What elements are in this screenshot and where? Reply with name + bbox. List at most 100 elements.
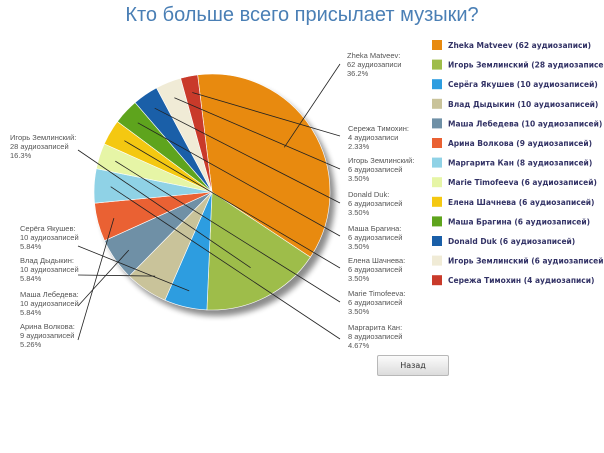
leader-line-slice-13 xyxy=(192,92,341,137)
legend-label: Маша Лебедева (10 аудиозаписей) xyxy=(448,119,602,128)
legend-label: Арина Волкова (9 аудиозаписей) xyxy=(448,139,592,148)
legend-item: Влад Дыдыкин (10 аудиозаписей) xyxy=(432,98,598,109)
legend-swatch xyxy=(432,40,442,50)
legend-swatch xyxy=(432,255,442,266)
callout-line: 3.50% xyxy=(348,242,370,251)
legend-item: Маша Брагина (6 аудиозаписей) xyxy=(432,216,590,227)
legend-label: Donald Duk (6 аудиозаписей) xyxy=(448,237,575,246)
legend-item: Маргарита Кан (8 аудиозаписей) xyxy=(432,157,592,168)
callout-line: 5.84% xyxy=(20,242,42,251)
callout-line: 4.67% xyxy=(348,341,370,350)
callout-line: 36.2% xyxy=(347,69,369,78)
legend-item: Игорь Землинский (28 аудиозаписей) xyxy=(432,59,604,70)
legend-item: Игорь Землинский (6 аудиозаписей) xyxy=(432,255,604,266)
legend-item: Zheka Matveev (62 аудиозаписи) xyxy=(432,40,591,50)
callout-line: Сережа Тимохин: xyxy=(348,124,409,133)
legend-item: Маша Лебедева (10 аудиозаписей) xyxy=(432,118,602,129)
callout-line: Игорь Землинский: xyxy=(348,156,414,165)
callout-line: Zheka Matveev: xyxy=(347,51,400,60)
leader-line-slice-11 xyxy=(154,107,341,204)
callout-line: Маша Брагина: xyxy=(348,224,401,233)
leader-line-slice-4 xyxy=(77,274,156,277)
legend-item: Сережа Тимохин (4 аудиозаписи) xyxy=(432,275,594,286)
callout-line: 2.33% xyxy=(348,142,370,151)
legend-label: Marie Timofeeva (6 аудиозаписей) xyxy=(448,178,597,187)
callout-line: 8 аудиозаписей xyxy=(348,332,402,341)
legend-swatch xyxy=(432,216,442,227)
legend-item: Серёга Якушев (10 аудиозаписей) xyxy=(432,79,598,90)
legend-swatch xyxy=(432,59,442,70)
callout-line: Елена Шачнева: xyxy=(348,256,405,265)
callout-line: 3.50% xyxy=(348,208,370,217)
callout-line: Маргарита Кан: xyxy=(348,323,402,332)
callout-line: Marie Timofeeva: xyxy=(348,289,406,298)
legend-label: Елена Шачнева (6 аудиозаписей) xyxy=(448,198,594,207)
callout-line: 3.50% xyxy=(348,307,370,316)
callout-line: 6 аудиозаписей xyxy=(348,233,402,242)
callout-line: 16.3% xyxy=(10,151,32,160)
callout-line: 5.84% xyxy=(20,274,42,283)
leader-line-slice-5 xyxy=(77,249,130,307)
callout-line: 5.84% xyxy=(20,308,42,317)
leader-line-slice-10 xyxy=(137,122,341,237)
legend-swatch xyxy=(432,98,442,109)
legend-item: Елена Шачнева (6 аудиозаписей) xyxy=(432,196,594,207)
callout-line: 10 аудиозаписей xyxy=(20,233,79,242)
callout-line: Маша Лебедева: xyxy=(20,290,79,299)
callout-line: 6 аудиозаписей xyxy=(348,265,402,274)
legend-item: Donald Duk (6 аудиозаписей) xyxy=(432,236,575,246)
chart-title: Кто больше всего присылает музыки? xyxy=(125,4,479,26)
leader-line-slice-12 xyxy=(174,97,341,170)
callout-line: 28 аудиозаписей xyxy=(10,142,69,151)
legend-label: Серёга Якушев (10 аудиозаписей) xyxy=(448,80,598,89)
callout-line: 4 аудиозаписи xyxy=(348,133,398,142)
legend-swatch xyxy=(432,275,442,286)
back-button[interactable]: Назад xyxy=(377,355,449,376)
legend-label: Zheka Matveev (62 аудиозаписи) xyxy=(448,41,591,50)
legend-swatch xyxy=(432,177,442,188)
callout-line: 62 аудиозаписи xyxy=(347,60,401,69)
legend-item: Marie Timofeeva (6 аудиозаписей) xyxy=(432,177,597,188)
legend-swatch xyxy=(432,157,442,168)
legend-swatch xyxy=(432,118,442,129)
callout-line: 9 аудиозаписей xyxy=(20,331,74,340)
leader-line-slice-8 xyxy=(115,160,341,303)
callout-line: Игорь Землинский: xyxy=(10,133,76,142)
callout-line: 3.50% xyxy=(348,274,370,283)
leader-line-slice-1 xyxy=(283,63,341,148)
callout-line: 6 аудиозаписей xyxy=(348,298,402,307)
legend-swatch xyxy=(432,196,442,207)
callout-line: 3.50% xyxy=(348,174,370,183)
callout-line: Серёга Якушев: xyxy=(20,224,76,233)
legend-swatch xyxy=(432,236,442,246)
leader-line-slice-9 xyxy=(124,140,341,269)
callout-line: 6 аудиозаписей xyxy=(348,199,402,208)
callout-line: 10 аудиозаписей xyxy=(20,265,79,274)
legend-item: Арина Волкова (9 аудиозаписей) xyxy=(432,138,592,148)
legend-label: Влад Дыдыкин (10 аудиозаписей) xyxy=(448,100,598,109)
callout-line: Арина Волкова: xyxy=(20,322,75,331)
leader-line-slice-2 xyxy=(77,149,251,269)
legend-swatch xyxy=(432,138,442,148)
legend-label: Маргарита Кан (8 аудиозаписей) xyxy=(448,159,592,168)
legend-swatch xyxy=(432,79,442,90)
callout-line: Влад Дыдыкин: xyxy=(20,256,74,265)
legend-label: Сережа Тимохин (4 аудиозаписи) xyxy=(448,276,594,285)
legend-label: Игорь Землинский (28 аудиозаписей) xyxy=(448,61,604,70)
leader-line-slice-3 xyxy=(77,245,190,292)
legend-label: Маша Брагина (6 аудиозаписей) xyxy=(448,217,590,226)
callout-line: 5.26% xyxy=(20,340,42,349)
